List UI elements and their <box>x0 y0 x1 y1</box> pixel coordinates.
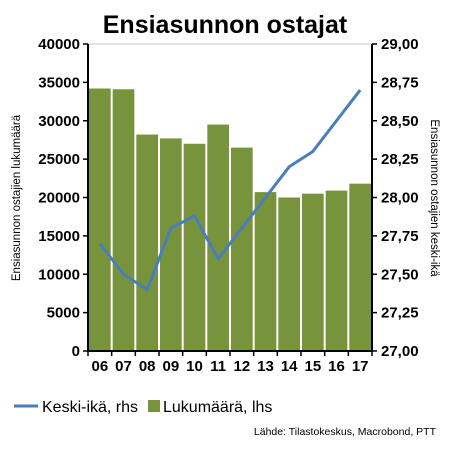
bar-06 <box>89 88 111 351</box>
left-tick-label: 40000 <box>38 36 80 53</box>
bar-series-lukumaara <box>89 88 371 351</box>
bar-08 <box>136 134 158 351</box>
x-tick-label: 07 <box>115 358 132 375</box>
bar-09 <box>160 138 182 351</box>
left-tick-label: 10000 <box>38 266 80 283</box>
x-tick-label: 16 <box>328 358 345 375</box>
right-tick-label: 27,25 <box>381 305 419 322</box>
right-tick-label: 27,00 <box>381 343 419 360</box>
bar-14 <box>278 197 300 351</box>
x-tick-label: 14 <box>281 358 298 375</box>
legend-label-lukumaara: Lukumäärä, lhs <box>163 399 272 416</box>
left-tick-label: 30000 <box>38 113 80 130</box>
bar-15 <box>302 193 324 351</box>
line-series-keski-ika <box>98 89 362 292</box>
right-tick-label: 28,25 <box>381 151 419 168</box>
x-tick-label: 10 <box>186 358 203 375</box>
left-axis-label: Ensiasunnon ostajien lukumäärä <box>11 114 23 281</box>
source-note: Lähde: Tilastokeskus, Macrobond, PTT <box>254 426 437 438</box>
legend: Keski-ikä, rhs Lukumäärä, lhs <box>14 399 272 416</box>
bar-12 <box>231 147 253 351</box>
right-tick-label: 27,75 <box>381 228 419 245</box>
x-tick-label: 12 <box>233 358 250 375</box>
bar-16 <box>325 190 348 351</box>
left-tick-label: 35000 <box>38 74 80 91</box>
right-axis-label: Ensiasunnon ostajien keski-ikä <box>428 119 440 277</box>
x-axis-ticks: 06 07 08 09 10 11 12 13 14 15 16 17 <box>87 351 373 375</box>
bar-17 <box>349 183 371 351</box>
right-tick-label: 28,00 <box>381 190 419 207</box>
right-tick-label: 27,50 <box>381 266 419 283</box>
left-tick-label: 0 <box>72 343 80 360</box>
legend-label-keski-ika: Keski-ikä, rhs <box>42 399 138 416</box>
x-tick-label: 13 <box>257 358 274 375</box>
x-tick-label: 11 <box>210 358 226 375</box>
left-tick-label: 15000 <box>38 228 80 245</box>
left-tick-label: 25000 <box>38 151 80 168</box>
left-axis-ticks: 0 5000 10000 15000 20000 25000 30000 35000 40000 <box>38 36 88 360</box>
right-tick-label: 29,00 <box>381 36 419 53</box>
bar-10 <box>183 143 206 351</box>
line-keski-ika <box>98 89 362 292</box>
x-tick-label: 17 <box>352 358 369 375</box>
chart-title: Ensiasunnon ostajat <box>103 11 348 39</box>
x-tick-label: 09 <box>162 358 179 375</box>
x-tick-label: 06 <box>91 358 108 375</box>
x-tick-label: 15 <box>304 358 321 375</box>
right-tick-label: 28,50 <box>381 113 419 130</box>
x-tick-label: 08 <box>139 358 156 375</box>
bar-07 <box>112 89 135 351</box>
left-tick-label: 20000 <box>38 190 80 207</box>
right-axis-ticks: 27,00 27,25 27,50 27,75 28,00 28,25 28,50 28,75… <box>372 36 419 360</box>
left-tick-label: 5000 <box>47 305 80 322</box>
bar-13 <box>254 192 277 351</box>
right-tick-label: 28,75 <box>381 74 419 91</box>
legend-swatch-lukumaara <box>148 400 160 412</box>
bar-11 <box>207 124 229 351</box>
